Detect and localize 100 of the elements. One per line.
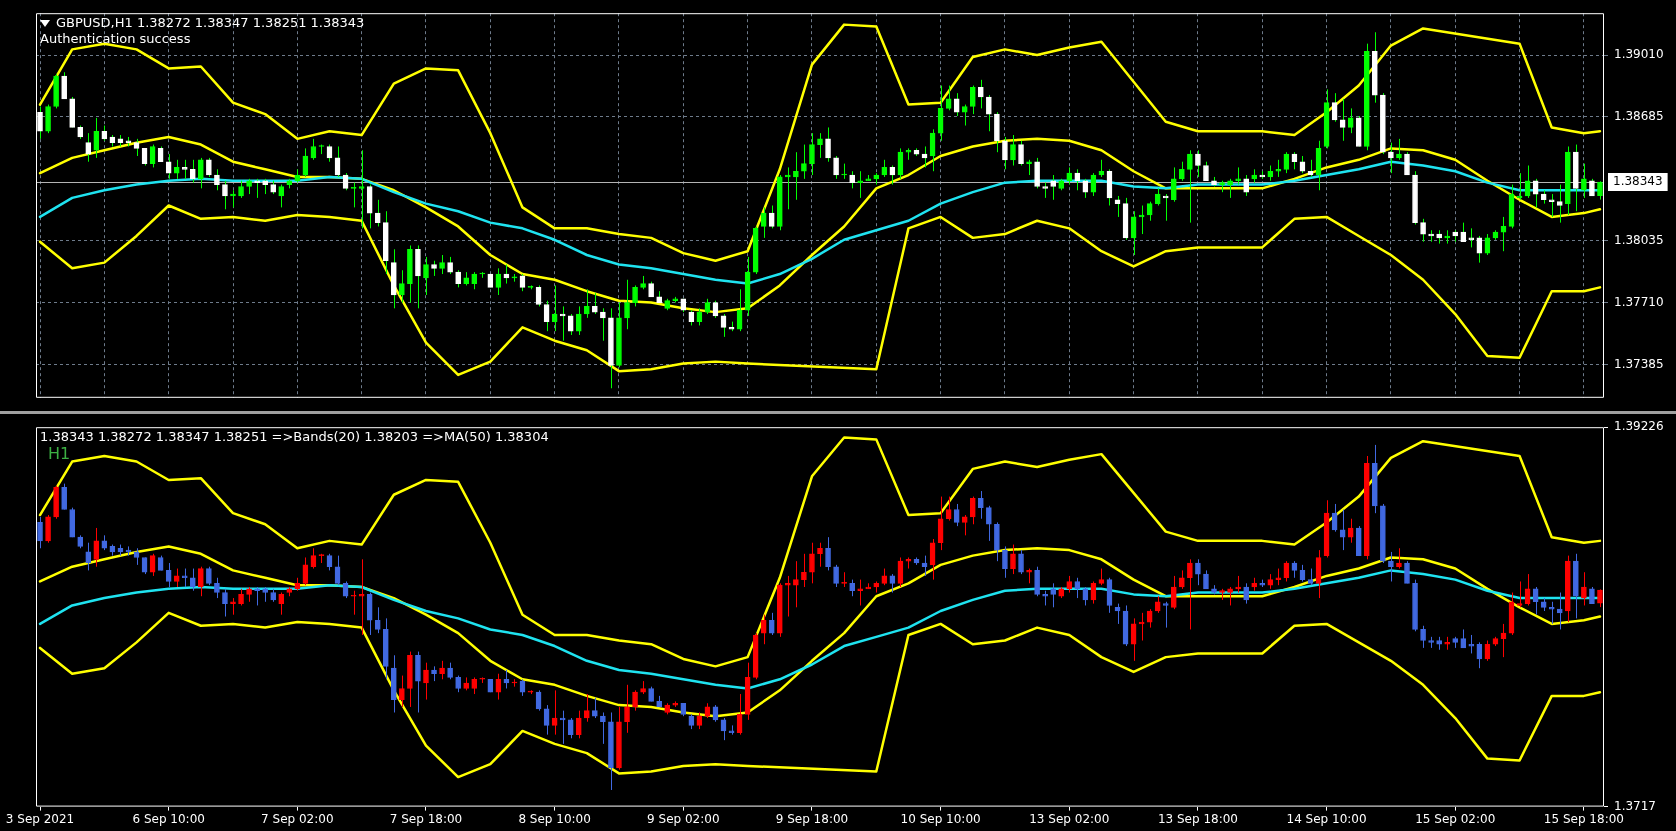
candlestick: [189, 159, 196, 184]
candlestick: [439, 254, 445, 275]
candlestick: [1548, 601, 1555, 625]
x-tick-label: 13 Sep 02:00: [1029, 811, 1110, 826]
candlestick: [986, 505, 992, 542]
candlestick: [189, 568, 196, 592]
candlestick: [793, 151, 799, 201]
candlestick: [632, 689, 638, 712]
candlestick: [198, 157, 204, 189]
candlestick: [1339, 98, 1346, 142]
candlestick: [1516, 580, 1523, 608]
candlestick: [278, 592, 285, 616]
y-tick-label: 1.37385: [1614, 356, 1664, 371]
candlestick: [1187, 149, 1193, 224]
candlestick: [181, 159, 188, 180]
candlestick: [222, 588, 228, 618]
candlestick: [165, 562, 172, 588]
annotation: H1: [48, 444, 72, 463]
candlestick: [85, 542, 92, 571]
candlestick: [1002, 136, 1008, 170]
candlestick: [809, 542, 815, 584]
candlestick: [423, 662, 429, 701]
candlestick: [768, 205, 775, 229]
candlestick: [592, 697, 598, 719]
candlestick: [254, 178, 260, 199]
candlestick: [439, 660, 445, 680]
candlestick: [1195, 558, 1201, 586]
candlestick: [575, 710, 582, 739]
candlestick: [173, 568, 180, 588]
candlestick: [1010, 544, 1016, 575]
candlestick: [399, 675, 405, 708]
candlestick: [1034, 157, 1040, 189]
x-tick-label: 7 Sep 18:00: [389, 811, 463, 826]
candlestick: [1460, 222, 1467, 243]
candlestick: [374, 199, 381, 227]
x-tick-label: 15 Sep 02:00: [1415, 811, 1496, 826]
candlestick: [760, 614, 767, 645]
candlestick: [801, 553, 807, 588]
candlestick: [1347, 107, 1354, 134]
candlestick: [575, 305, 582, 336]
x-tick-label: 9 Sep 18:00: [775, 811, 849, 826]
candlestick: [977, 79, 984, 109]
candlestick: [45, 104, 51, 134]
candlestick: [969, 496, 976, 525]
candlestick: [198, 566, 204, 597]
candlestick: [1002, 545, 1008, 579]
candlestick: [833, 155, 839, 180]
candlestick: [350, 590, 357, 616]
candlestick: [1170, 166, 1177, 203]
candlestick: [969, 85, 976, 115]
candlestick: [1114, 195, 1121, 218]
y-tick-label: 1.39226: [1614, 419, 1664, 434]
candlestick: [1581, 163, 1587, 199]
candlestick: [1203, 569, 1209, 590]
candlestick: [93, 117, 100, 159]
candlestick: [358, 149, 365, 229]
candlestick: [1179, 161, 1185, 182]
candlestick: [1146, 201, 1153, 222]
candlestick: [583, 288, 590, 319]
candlestick: [1010, 134, 1016, 167]
candlestick: [817, 542, 823, 568]
candlestick: [214, 168, 220, 191]
candlestick: [358, 558, 365, 636]
candlestick: [986, 94, 992, 132]
candlestick: [1203, 161, 1209, 182]
y-tick-label: 1.3717: [1614, 798, 1656, 813]
x-tick-label: 15 Sep 18:00: [1543, 811, 1624, 826]
candlestick: [1018, 549, 1024, 575]
candlestick: [93, 527, 100, 568]
candlestick: [1195, 149, 1201, 178]
candlestick: [624, 279, 630, 330]
candlestick: [857, 579, 864, 606]
candlestick: [1074, 168, 1081, 191]
candlestick: [825, 536, 831, 571]
candlestick: [1243, 582, 1249, 605]
candlestick: [214, 577, 220, 599]
candlestick: [37, 516, 43, 549]
candlestick: [1339, 509, 1346, 551]
candlestick: [977, 490, 984, 520]
candlestick: [833, 564, 839, 588]
candlestick: [1050, 582, 1057, 608]
ref-line-label: 1.38343: [1613, 174, 1663, 189]
candlestick: [809, 132, 815, 176]
candlestick: [1388, 142, 1394, 174]
x-tick-label: 7 Sep 02:00: [261, 811, 334, 826]
candlestick: [1050, 174, 1057, 201]
candlestick: [760, 206, 767, 239]
candlestick: [173, 159, 180, 180]
candlestick: [1460, 628, 1467, 649]
candlestick: [583, 693, 590, 723]
y-tick-label: 1.38685: [1614, 109, 1664, 124]
candlestick: [1235, 166, 1241, 186]
candlestick: [825, 126, 831, 163]
x-tick-label: 13 Sep 18:00: [1157, 811, 1238, 826]
candlestick: [1420, 625, 1426, 649]
candlestick: [1187, 558, 1193, 630]
candlestick: [592, 292, 598, 315]
x-tick-label: 6 Sep 10:00: [132, 811, 205, 826]
candlestick: [1243, 174, 1249, 197]
candlestick: [1179, 569, 1185, 590]
